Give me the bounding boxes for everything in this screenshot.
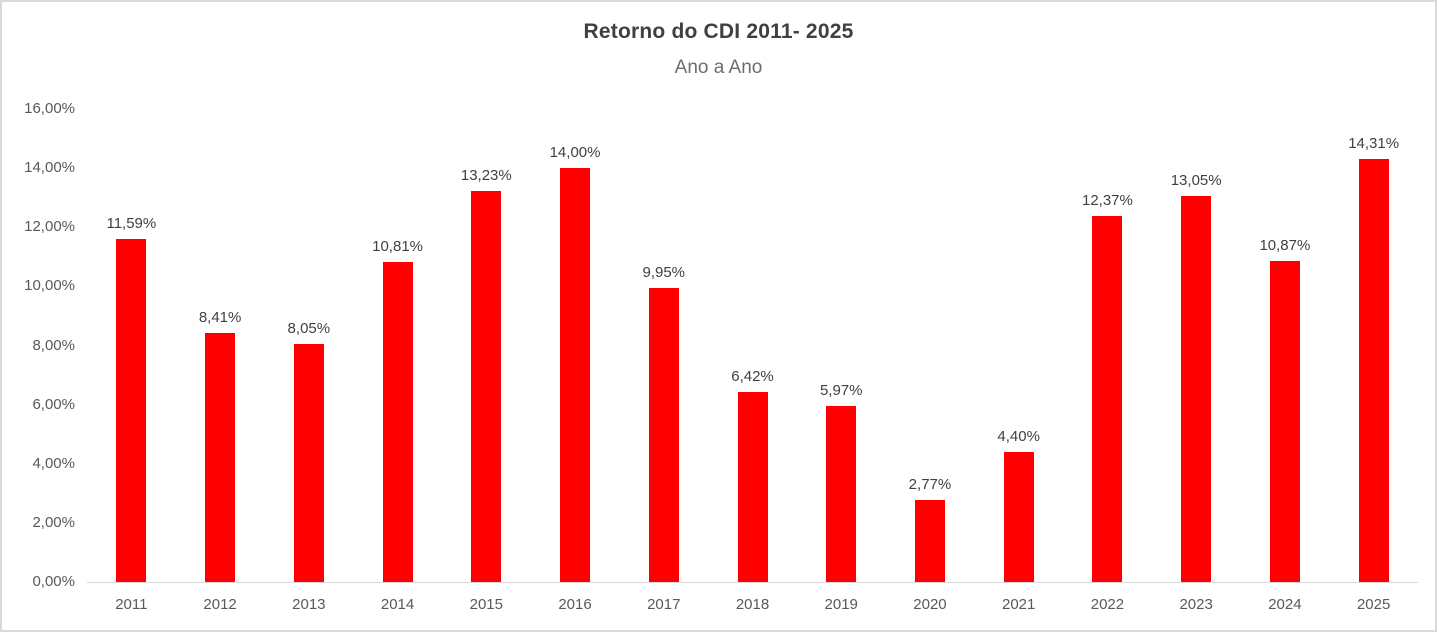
data-label-2011: 11,59% <box>106 215 157 233</box>
bar-2022 <box>1092 216 1123 582</box>
y-tick-12: 12,00% <box>24 218 75 236</box>
x-tick-2023: 2023 <box>1179 596 1213 613</box>
bar-2011 <box>116 239 147 582</box>
data-label-2012: 8,41% <box>198 309 242 327</box>
x-tick-2024: 2024 <box>1268 596 1302 613</box>
data-label-2016: 14,00% <box>549 144 601 162</box>
data-label-2015: 13,23% <box>460 166 512 184</box>
data-label-2014: 10,81% <box>372 238 423 256</box>
bar-2014 <box>382 262 413 582</box>
data-label-2022: 12,37% <box>1081 192 1133 210</box>
chart-subtitle: Ano a Ano <box>674 57 763 78</box>
x-tick-2022: 2022 <box>1090 596 1125 613</box>
bar-2018 <box>737 392 768 582</box>
x-tick-2014: 2014 <box>380 596 415 613</box>
bar-2019 <box>826 405 857 582</box>
data-label-2019: 5,97% <box>819 381 863 399</box>
bar-2024 <box>1269 260 1300 582</box>
y-tick-2: 2,00% <box>32 513 75 531</box>
bar-2016 <box>560 168 591 582</box>
bar-2025 <box>1358 158 1389 582</box>
y-tick-16: 16,00% <box>24 100 75 117</box>
bar-2023 <box>1181 196 1212 582</box>
data-label-2017: 9,95% <box>642 263 686 281</box>
x-tick-2020: 2020 <box>913 596 947 613</box>
data-label-2021: 4,40% <box>997 427 1040 445</box>
x-tick-2015: 2015 <box>469 596 503 613</box>
y-tick-8: 8,00% <box>32 336 75 354</box>
x-tick-2013: 2013 <box>292 596 326 613</box>
y-tick-14: 14,00% <box>24 159 75 177</box>
bar-2013 <box>293 344 324 582</box>
y-tick-10: 10,00% <box>24 277 75 295</box>
chart-title: Retorno do CDI 2011- 2025 <box>583 20 854 43</box>
bar-2020 <box>914 500 945 582</box>
bar-2021 <box>1003 451 1034 582</box>
data-label-2023: 13,05% <box>1170 172 1222 190</box>
x-tick-2019: 2019 <box>824 596 858 613</box>
x-tick-2021: 2021 <box>1002 596 1036 613</box>
x-tick-2025: 2025 <box>1356 596 1391 613</box>
plot-area: 11,59% 8,41% 8,05% 10,81% 13,23% 14,00% 9,95% 6… <box>87 109 1418 582</box>
y-tick-0: 0,00% <box>32 573 75 590</box>
bar-2012 <box>205 333 236 582</box>
data-label-2018: 6,42% <box>731 368 774 386</box>
bar-2017 <box>648 287 679 582</box>
x-tick-2017: 2017 <box>647 596 681 613</box>
x-tick-2012: 2012 <box>203 596 237 613</box>
x-tick-2018: 2018 <box>735 596 770 613</box>
data-label-2024: 10,87% <box>1259 236 1311 254</box>
x-tick-2011: 2011 <box>115 596 148 613</box>
bar-2015 <box>471 190 502 582</box>
data-label-2013: 8,05% <box>287 320 331 338</box>
x-axis-line <box>87 582 1418 583</box>
data-label-2020: 2,77% <box>908 476 952 494</box>
y-tick-4: 4,00% <box>32 454 75 472</box>
y-tick-6: 6,00% <box>32 395 75 413</box>
data-label-2025: 14,31% <box>1348 134 1400 152</box>
x-tick-2016: 2016 <box>558 596 592 613</box>
